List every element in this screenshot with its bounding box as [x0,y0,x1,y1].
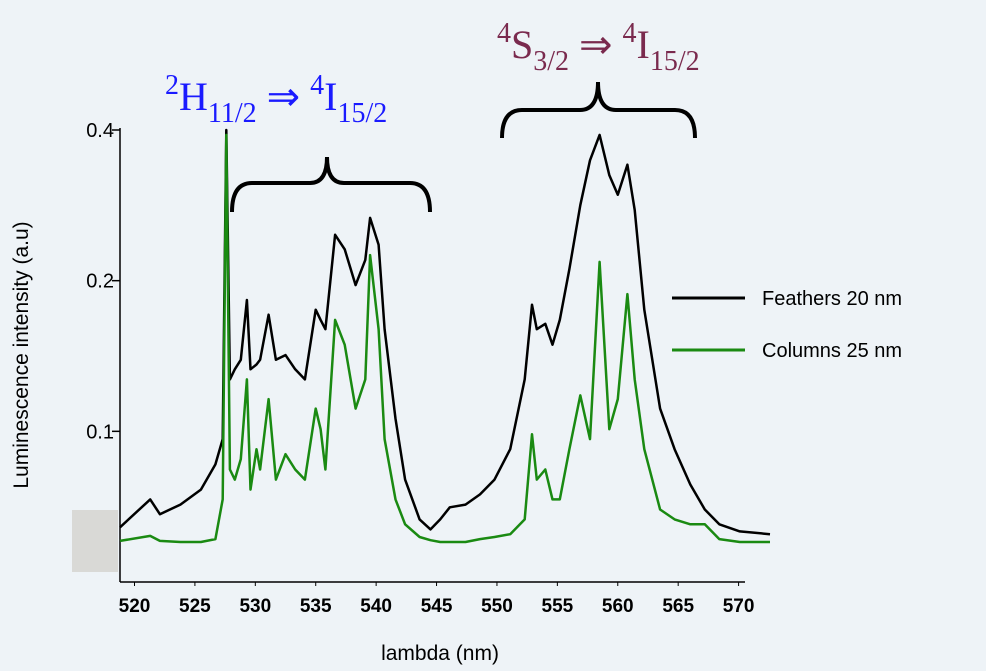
annotation-part: 3/2 [533,46,569,77]
x-tick-label: 565 [662,596,694,617]
annotation-part: I [324,74,337,119]
series-line [119,133,770,544]
brace [500,81,697,139]
annotation-part: S [511,22,533,67]
annotation-part: 15/2 [650,46,700,77]
y-tick-label: 0.2 [86,271,114,293]
series-line [119,128,771,536]
x-tick-label: 560 [602,596,634,617]
annotation-part: 4 [623,18,637,49]
x-tick-label: 545 [421,596,453,617]
annotation: 2H11/2 ⇒ 4I15/2 [165,70,387,129]
annotation-part: H [179,74,208,119]
y-tick-label: 0.4 [86,120,114,142]
x-tick-label: 555 [542,596,574,617]
annotation-part: ⇒ [579,22,613,67]
x-tick-label: 570 [723,596,755,617]
x-axis-label: lambda (nm) [381,642,499,665]
annotation: 4S3/2 ⇒ 4I15/2 [497,18,700,77]
x-tick-label: 520 [119,596,151,617]
x-tick-label: 540 [360,596,392,617]
x-tick-label: 525 [179,596,211,617]
y-tick-label: 0.1 [86,421,114,443]
annotation-part: 4 [497,18,511,49]
x-tick-label: 530 [239,596,271,617]
legend-label: Columns 25 nm [762,340,902,362]
annotation-part: 15/2 [337,98,387,129]
x-tick-label: 535 [300,596,332,617]
annotation-part: 4 [310,70,324,101]
brace [230,156,432,213]
legend-label: Feathers 20 nm [762,288,902,310]
annotation-part: 2 [165,70,179,101]
x-tick-label: 550 [481,596,513,617]
annotation-part: I [637,22,650,67]
y-axis-label: Luminescence intensity (a.u) [10,221,33,488]
annotation-part: ⇒ [267,74,301,119]
annotation-part: 11/2 [208,98,257,129]
gray-patch [72,510,118,572]
